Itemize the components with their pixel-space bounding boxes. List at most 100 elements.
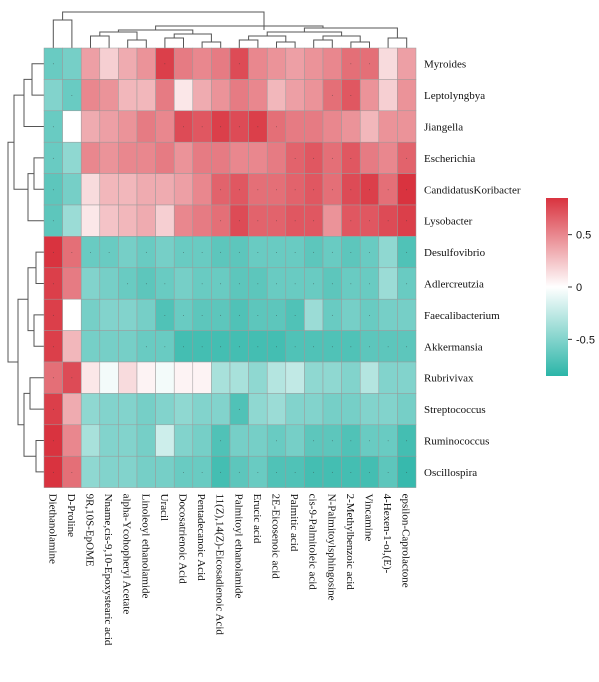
heatmap-cell-1-14 bbox=[304, 79, 324, 112]
significance-dot: · bbox=[183, 344, 185, 350]
heatmap-cell-2-5 bbox=[136, 110, 156, 143]
significance-dot: · bbox=[108, 250, 110, 256]
heatmap-cell-13-6 bbox=[155, 455, 175, 488]
heatmap-cell-10-14 bbox=[304, 361, 324, 394]
row-dendrogram-branch bbox=[23, 78, 44, 127]
row-dendrogram-branch bbox=[29, 377, 44, 410]
heatmap-cell-12-3 bbox=[99, 424, 119, 457]
significance-dot: · bbox=[313, 470, 315, 476]
significance-dot: · bbox=[294, 282, 296, 288]
heatmap-cell-11-3 bbox=[99, 393, 119, 426]
heatmap-cells: · · · · · · · · · · · · · · · · · · · · · · · · · · · · · · · · · · · · · · · ·… bbox=[43, 47, 417, 488]
heatmap-cell-5-1 bbox=[62, 204, 82, 237]
heatmap-cell-11-15 bbox=[322, 393, 342, 426]
significance-dot: · bbox=[238, 407, 240, 413]
heatmap-cell-8-18 bbox=[378, 298, 398, 331]
heatmap-cell-6-4 bbox=[118, 236, 138, 269]
significance-dot: · bbox=[350, 187, 352, 193]
row-label: Lysobacter bbox=[424, 216, 473, 228]
significance-dot: · bbox=[201, 125, 203, 131]
heatmap-cell-3-11 bbox=[248, 141, 268, 174]
significance-dot: · bbox=[201, 282, 203, 288]
heatmap-cell-9-2 bbox=[80, 330, 101, 363]
heatmap-cell-5-2 bbox=[80, 204, 101, 237]
heatmap-cell-9-1 bbox=[62, 330, 82, 363]
row-dendrogram-branch bbox=[31, 63, 44, 96]
significance-dot: · bbox=[369, 250, 371, 256]
row-label: Myroides bbox=[424, 59, 466, 71]
significance-dot: · bbox=[201, 344, 203, 350]
column-label: 2-Methylbenzoic acid bbox=[344, 494, 356, 591]
row-dendrogram bbox=[7, 63, 44, 473]
significance-dot: · bbox=[276, 125, 278, 131]
heatmap-cell-12-4 bbox=[118, 424, 138, 457]
heatmap-cell-3-8 bbox=[192, 141, 212, 174]
significance-dot: · bbox=[52, 344, 54, 350]
significance-dot: · bbox=[257, 313, 259, 319]
significance-dot: · bbox=[52, 62, 54, 68]
heatmap-cell-1-8 bbox=[192, 79, 212, 112]
column-dendrogram-branch bbox=[238, 39, 259, 48]
significance-dot: · bbox=[350, 219, 352, 225]
heatmap-cell-0-1 bbox=[62, 47, 82, 80]
heatmap-cell-1-11 bbox=[248, 79, 268, 112]
significance-dot: · bbox=[183, 470, 185, 476]
heatmap-cell-11-9 bbox=[211, 393, 231, 426]
significance-dot: · bbox=[331, 250, 333, 256]
significance-dot: · bbox=[313, 250, 315, 256]
heatmap-cell-0-19 bbox=[397, 47, 417, 80]
heatmap-cell-10-7 bbox=[173, 361, 194, 394]
significance-dot: · bbox=[257, 282, 259, 288]
significance-dot: · bbox=[257, 219, 259, 225]
significance-dot: · bbox=[276, 282, 278, 288]
heatmap-cell-9-4 bbox=[118, 330, 138, 363]
significance-dot: · bbox=[52, 250, 54, 256]
column-dendrogram-branch bbox=[313, 39, 333, 48]
heatmap-cell-11-1 bbox=[62, 393, 82, 426]
significance-dot: · bbox=[294, 187, 296, 193]
heatmap-cell-8-4 bbox=[118, 298, 138, 331]
row-dendrogram-branch bbox=[35, 440, 44, 473]
row-labels: Myroides Leptolyngbya Jiangella Escherichia… bbox=[424, 59, 521, 479]
heatmap-cell-10-9 bbox=[211, 361, 231, 394]
heatmap-cell-2-18 bbox=[378, 110, 398, 143]
significance-dot: · bbox=[220, 250, 222, 256]
column-dendrogram bbox=[52, 11, 408, 48]
significance-dot: · bbox=[294, 344, 296, 350]
significance-dot: · bbox=[294, 313, 296, 319]
significance-dot: · bbox=[387, 219, 389, 225]
heatmap-cell-7-18 bbox=[378, 267, 398, 300]
significance-dot: · bbox=[183, 313, 185, 319]
significance-dot: · bbox=[164, 62, 166, 68]
heatmap-cell-3-1 bbox=[62, 141, 82, 174]
heatmap-cell-1-7 bbox=[173, 79, 194, 112]
heatmap-cell-0-4 bbox=[118, 47, 138, 80]
heatmap-cell-0-11 bbox=[248, 47, 268, 80]
heatmap-cell-0-5 bbox=[136, 47, 156, 80]
heatmap-cell-1-3 bbox=[99, 79, 119, 112]
heatmap-cell-0-13 bbox=[285, 47, 305, 80]
row-label: Oscillospira bbox=[424, 467, 477, 479]
heatmap-cell-5-8 bbox=[192, 204, 212, 237]
column-labels: Diethanolamine D-Proline 9R,10S-EpOME Nname… bbox=[46, 494, 411, 646]
heatmap-cell-2-3 bbox=[99, 110, 119, 143]
heatmap-cell-13-5 bbox=[136, 455, 156, 488]
significance-dot: · bbox=[369, 344, 371, 350]
significance-dot: · bbox=[313, 344, 315, 350]
column-label: Nname,cis-9,10-Epoxystearic acid bbox=[102, 494, 114, 646]
heatmap-cell-10-2 bbox=[80, 361, 101, 394]
heatmap-cell-12-13 bbox=[285, 424, 305, 457]
heatmap-cell-1-9 bbox=[211, 79, 231, 112]
significance-dot: · bbox=[350, 156, 352, 162]
heatmap-cell-11-2 bbox=[80, 393, 101, 426]
column-label: 11(Z),14(Z)-Eicosadienoic Acid bbox=[214, 494, 226, 636]
heatmap-cell-10-10 bbox=[229, 361, 249, 394]
heatmap-cell-2-1 bbox=[62, 110, 82, 143]
significance-dot: · bbox=[257, 125, 259, 131]
heatmap-cell-2-15 bbox=[322, 110, 342, 143]
significance-dot: · bbox=[276, 470, 278, 476]
column-label: Pentadecanoic Acid bbox=[195, 494, 207, 582]
significance-dot: · bbox=[238, 470, 240, 476]
column-dendrogram-branch bbox=[127, 39, 147, 48]
heatmap-cell-8-2 bbox=[80, 298, 101, 331]
